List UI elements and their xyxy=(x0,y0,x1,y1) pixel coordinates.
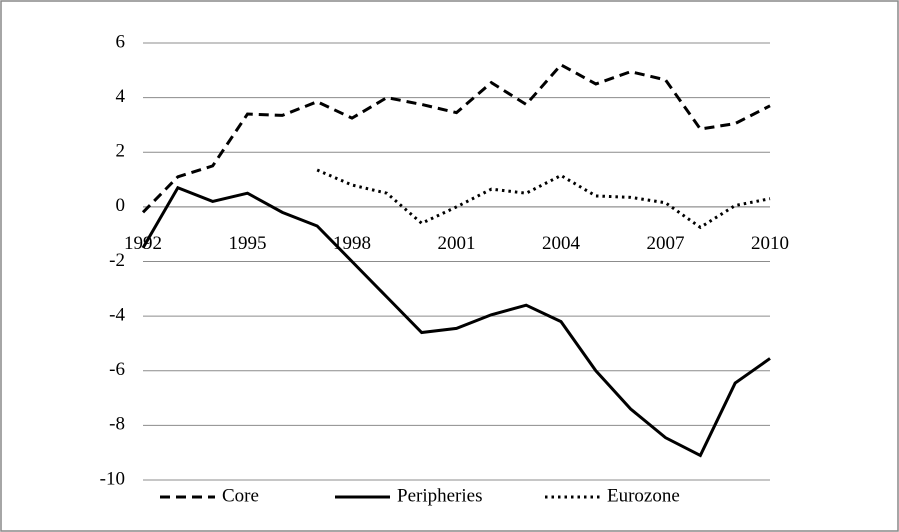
y-tick-label: 0 xyxy=(116,195,126,216)
series-line xyxy=(141,185,771,458)
y-tick-label: 6 xyxy=(116,31,126,52)
series-line xyxy=(316,168,771,230)
x-tick-label: 1995 xyxy=(229,233,267,254)
y-tick-label: 2 xyxy=(116,141,126,162)
y-tick-label: -2 xyxy=(109,250,125,271)
x-tick-label: 2001 xyxy=(438,233,476,254)
x-tick-label: 2010 xyxy=(751,233,789,254)
legend-label: Core xyxy=(222,485,259,506)
legend-label: Peripheries xyxy=(397,485,482,506)
y-tick-label: 4 xyxy=(116,86,126,107)
y-tick-label: -6 xyxy=(109,359,125,380)
x-tick-label: 1998 xyxy=(333,233,371,254)
series-line xyxy=(141,62,771,214)
y-tick-label: -8 xyxy=(109,414,125,435)
x-tick-label: 2007 xyxy=(647,233,685,254)
x-tick-label: 2004 xyxy=(542,233,581,254)
x-tick-label: 1992 xyxy=(124,233,162,254)
y-tick-label: -4 xyxy=(109,304,125,325)
legend-label: Eurozone xyxy=(607,485,680,506)
y-tick-label: -10 xyxy=(100,468,125,489)
